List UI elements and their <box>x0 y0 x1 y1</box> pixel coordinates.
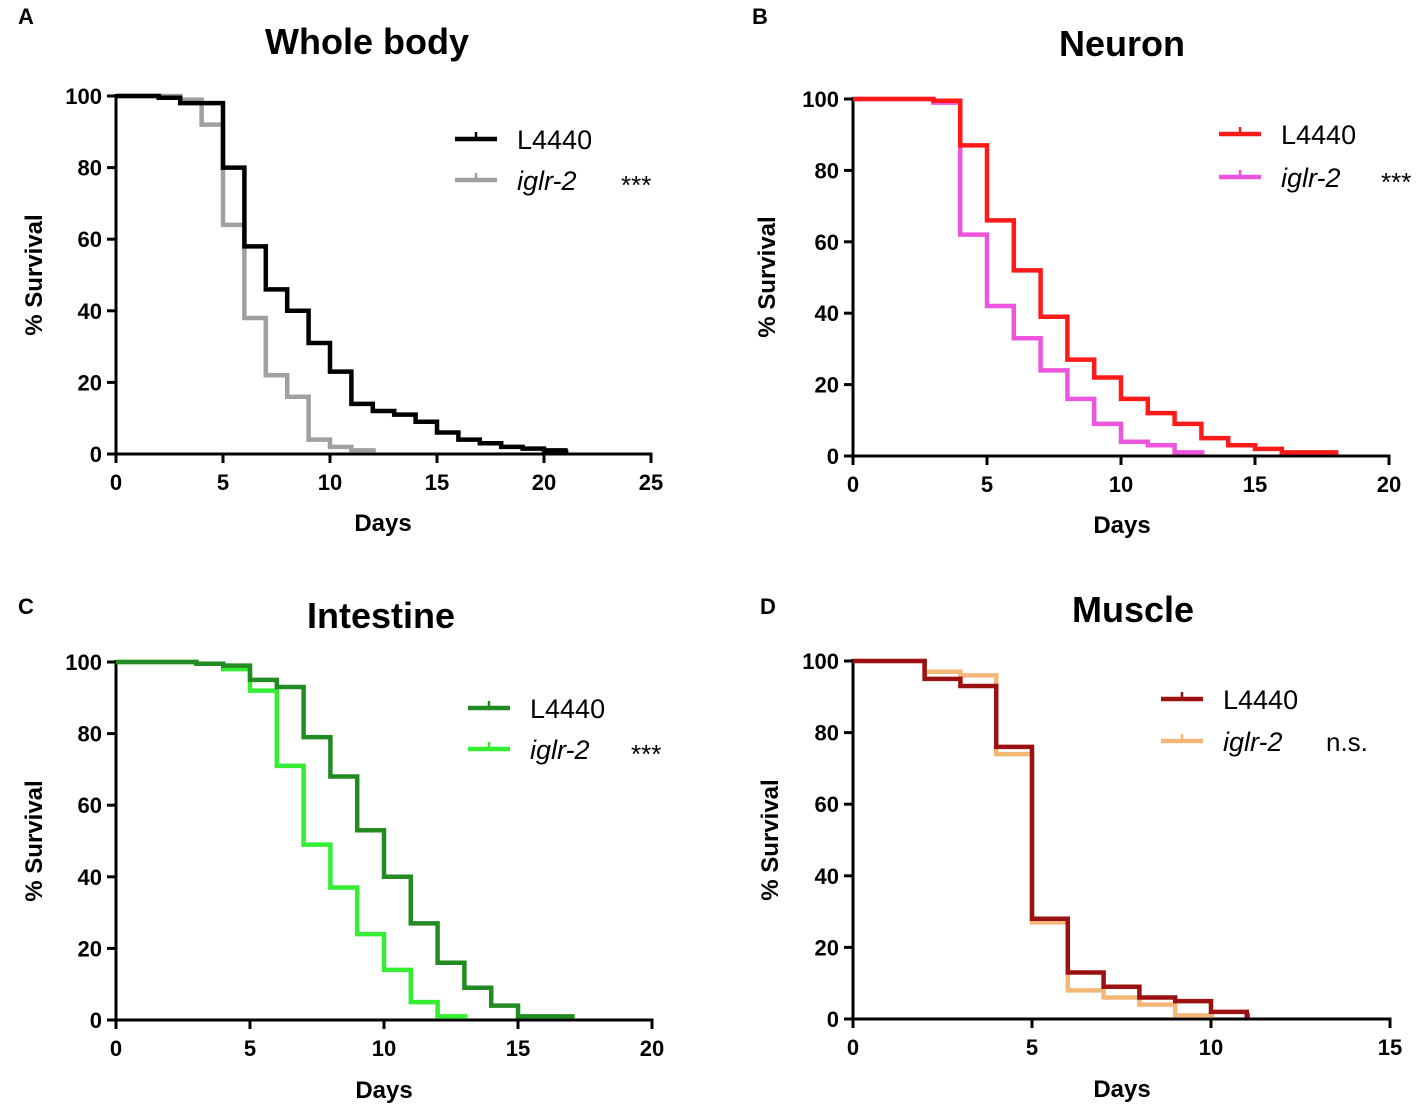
x-tick-label: 5 <box>981 472 993 497</box>
panel-b: B Neuron 0 20 40 60 80 100 0 5 10 15 20 Days % Surviva… <box>752 4 1411 539</box>
x-axis-label: Days <box>354 510 411 537</box>
panel-letter: D <box>760 594 776 619</box>
x-tick-label: 0 <box>110 470 122 495</box>
y-tick-label: 40 <box>815 301 839 326</box>
x-tick-label: 25 <box>639 470 663 495</box>
x-tick-label: 20 <box>532 470 556 495</box>
y-tick-label: 80 <box>815 721 839 746</box>
survival-curve-l4440 <box>116 659 575 1019</box>
y-tick-label: 80 <box>815 158 839 183</box>
x-tick-label: 5 <box>244 1036 256 1061</box>
x-tick-label: 5 <box>217 470 229 495</box>
legend-label: L4440 <box>530 694 605 724</box>
legend: L4440 iglr-2 *** <box>1219 120 1411 197</box>
y-tick-label: 80 <box>78 156 102 181</box>
chart-title: Neuron <box>1059 23 1185 64</box>
y-axis-label: % Survival <box>757 779 784 900</box>
chart-title: Intestine <box>307 595 455 636</box>
panel-c: C Intestine 0 20 40 60 80 100 0 5 10 15 20 Days % Surv… <box>18 594 664 1104</box>
y-axis-label: % Survival <box>21 780 48 901</box>
legend: L4440 iglr-2 n.s. <box>1161 685 1368 757</box>
y-tick-label: 0 <box>827 1007 839 1032</box>
x-tick-label: 5 <box>1026 1035 1038 1060</box>
y-tick-label: 60 <box>78 227 102 252</box>
survival-curve-iglr-2 <box>853 96 1205 455</box>
y-tick-label: 80 <box>78 722 102 747</box>
y-axis-label: % Survival <box>21 214 48 335</box>
survival-curve-l4440 <box>853 658 1250 1018</box>
panel-letter: A <box>18 4 34 29</box>
x-axis-label: Days <box>1093 512 1150 539</box>
significance-label: *** <box>1381 167 1411 197</box>
significance-label: *** <box>631 739 661 769</box>
survival-curve-iglr-2 <box>116 659 468 1019</box>
x-tick-label: 20 <box>640 1036 664 1061</box>
legend-label: iglr-2 <box>1223 727 1283 757</box>
y-tick-label: 60 <box>78 793 102 818</box>
panel-letter: B <box>752 4 768 29</box>
y-axis-label: % Survival <box>754 216 781 337</box>
y-tick-label: 0 <box>827 444 839 469</box>
y-tick-label: 60 <box>815 792 839 817</box>
y-tick-label: 20 <box>815 935 839 960</box>
legend-label: L4440 <box>1281 120 1356 150</box>
panel-d: D Muscle 0 20 40 60 80 100 0 5 10 15 Days % Survival L… <box>757 589 1402 1103</box>
y-tick-label: 100 <box>802 87 839 112</box>
y-tick-label: 20 <box>815 373 839 398</box>
legend: L4440 iglr-2 *** <box>468 694 661 769</box>
x-tick-label: 0 <box>110 1036 122 1061</box>
y-tick-label: 20 <box>78 936 102 961</box>
legend-label: iglr-2 <box>1281 163 1341 193</box>
chart-title: Muscle <box>1072 589 1194 630</box>
y-tick-label: 40 <box>815 864 839 889</box>
legend-label: L4440 <box>1223 685 1298 715</box>
significance-label: n.s. <box>1326 727 1368 757</box>
panel-a: A Whole body 0 20 40 60 80 100 0 5 10 15 20 25 Days % S… <box>18 4 663 537</box>
x-axis-label: Days <box>355 1077 412 1104</box>
legend-label: iglr-2 <box>530 735 590 765</box>
survival-curve-l4440 <box>116 93 569 455</box>
x-tick-label: 15 <box>1378 1035 1402 1060</box>
x-axis-label: Days <box>1093 1076 1150 1103</box>
legend-label: L4440 <box>517 125 592 155</box>
x-tick-label: 15 <box>506 1036 530 1061</box>
x-tick-label: 0 <box>847 472 859 497</box>
significance-label: *** <box>621 170 651 200</box>
x-tick-label: 15 <box>425 470 449 495</box>
y-tick-label: 100 <box>65 650 102 675</box>
y-tick-label: 40 <box>78 865 102 890</box>
x-tick-label: 10 <box>372 1036 396 1061</box>
y-tick-label: 100 <box>802 649 839 674</box>
x-tick-label: 0 <box>847 1035 859 1060</box>
x-tick-label: 15 <box>1243 472 1267 497</box>
x-tick-label: 10 <box>1109 472 1133 497</box>
y-tick-label: 60 <box>815 230 839 255</box>
x-tick-label: 10 <box>318 470 342 495</box>
y-tick-label: 0 <box>90 1008 102 1033</box>
legend: L4440 iglr-2 *** <box>455 125 651 200</box>
chart-title: Whole body <box>265 21 469 62</box>
y-tick-label: 100 <box>65 84 102 109</box>
y-tick-label: 0 <box>90 442 102 467</box>
y-tick-label: 40 <box>78 299 102 324</box>
survival-curve-l4440 <box>853 96 1339 455</box>
survival-curve-iglr-2 <box>116 93 376 453</box>
x-tick-label: 10 <box>1199 1035 1223 1060</box>
y-tick-label: 20 <box>78 370 102 395</box>
panel-letter: C <box>18 594 34 619</box>
legend-label: iglr-2 <box>517 166 577 196</box>
x-tick-label: 20 <box>1377 472 1401 497</box>
